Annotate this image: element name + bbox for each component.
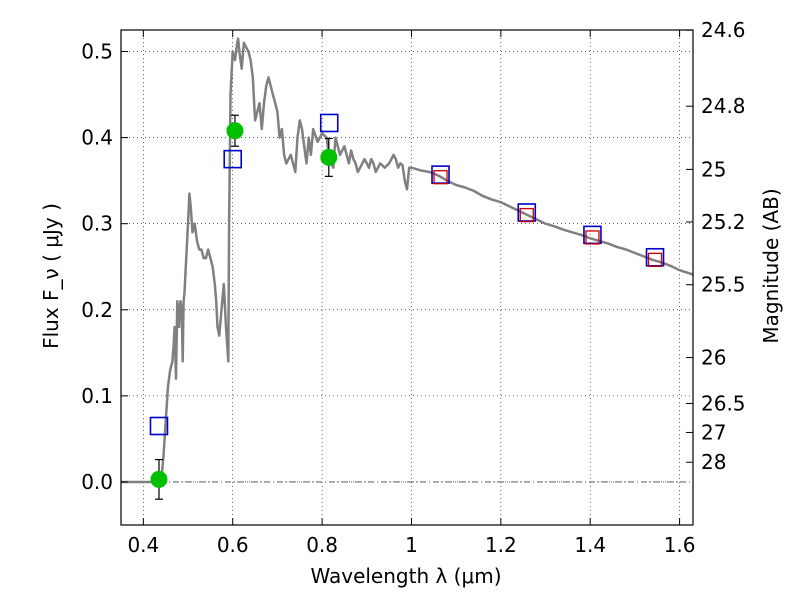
model-photometry-square [319,113,339,133]
spectrum-series [121,37,694,484]
y-tick-label: 0.4 [81,126,113,150]
y-axis-title: Flux F_ν ( μJy ) [39,203,63,349]
photometry-point [226,122,244,140]
y-tick-label: 0.2 [81,298,113,322]
x-axis-title: Wavelength λ (μm) [310,564,501,588]
plot-frame [120,29,694,526]
mag-tick-label: 25 [701,157,726,181]
observed-nir-square [585,230,600,245]
axes [120,29,694,526]
mag-tick-label: 24.6 [701,18,746,42]
x-tick-label: 1 [405,533,418,557]
mag-tick-label: 27 [701,420,726,444]
y-tick-label: 0.5 [81,40,113,64]
grid [121,30,693,525]
x-tick-label: 1.6 [664,533,696,557]
mag-tick-label: 24.8 [701,94,746,118]
markers [149,113,665,500]
mag-tick-label: 28 [701,450,726,474]
mag-tick-label: 25.2 [701,210,746,234]
observed-nir-square [519,207,534,223]
model-photometry-square [223,149,243,169]
y-tick-label: 0.0 [81,470,113,494]
x-tick-label: 1.4 [574,533,606,557]
photometry-point [320,148,338,166]
photometry-point [150,470,168,488]
tick-labels: 0.4 0.6 0.8 1 1.2 1.4 1.6 0.0 0.1 0.2 0.3 0.4 0.5 24.… [81,18,745,557]
y-right-axis-title: Magnitude (AB) [759,188,783,343]
y-tick-label: 0.1 [81,384,113,408]
mag-tick-label: 25.5 [701,273,746,297]
x-tick-label: 0.6 [217,533,249,557]
observed-nir-square [433,170,448,185]
model-spectrum-line [121,37,694,484]
model-photometry-square [149,416,169,436]
mag-tick-label: 26 [701,346,726,370]
y-tick-label: 0.3 [81,212,113,236]
mag-tick-label: 26.5 [701,391,746,415]
observed-nir-square [647,252,663,268]
x-tick-label: 1.2 [485,533,517,557]
x-tick-label: 0.8 [306,533,338,557]
x-tick-label: 0.4 [127,533,159,557]
